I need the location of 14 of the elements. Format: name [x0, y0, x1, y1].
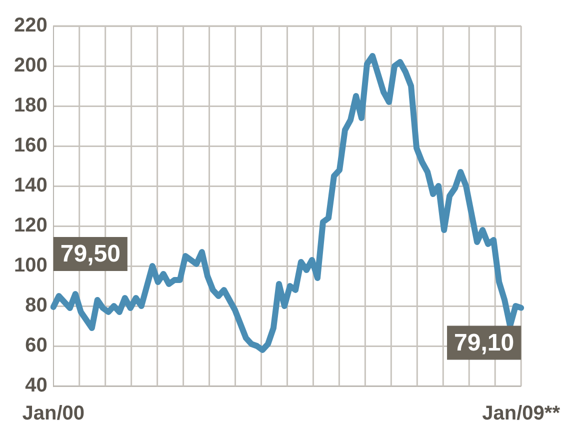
- y-tick-label: 100: [14, 254, 48, 277]
- y-tick-label: 180: [14, 94, 48, 117]
- annotation: 79,10: [454, 329, 514, 356]
- x-tick-label: Jan/09**: [482, 402, 560, 425]
- y-tick-label: 40: [25, 374, 48, 397]
- y-tick-label: 200: [14, 54, 48, 77]
- annotation: 79,50: [60, 240, 120, 268]
- y-tick-label: 80: [25, 294, 48, 317]
- y-tick-label: 140: [14, 174, 48, 197]
- y-tick-label: 220: [14, 14, 48, 37]
- x-tick-label: Jan/00: [22, 402, 84, 425]
- y-tick-label: 120: [14, 214, 48, 237]
- y-tick-label: 60: [25, 334, 48, 357]
- y-tick-label: 160: [14, 134, 48, 157]
